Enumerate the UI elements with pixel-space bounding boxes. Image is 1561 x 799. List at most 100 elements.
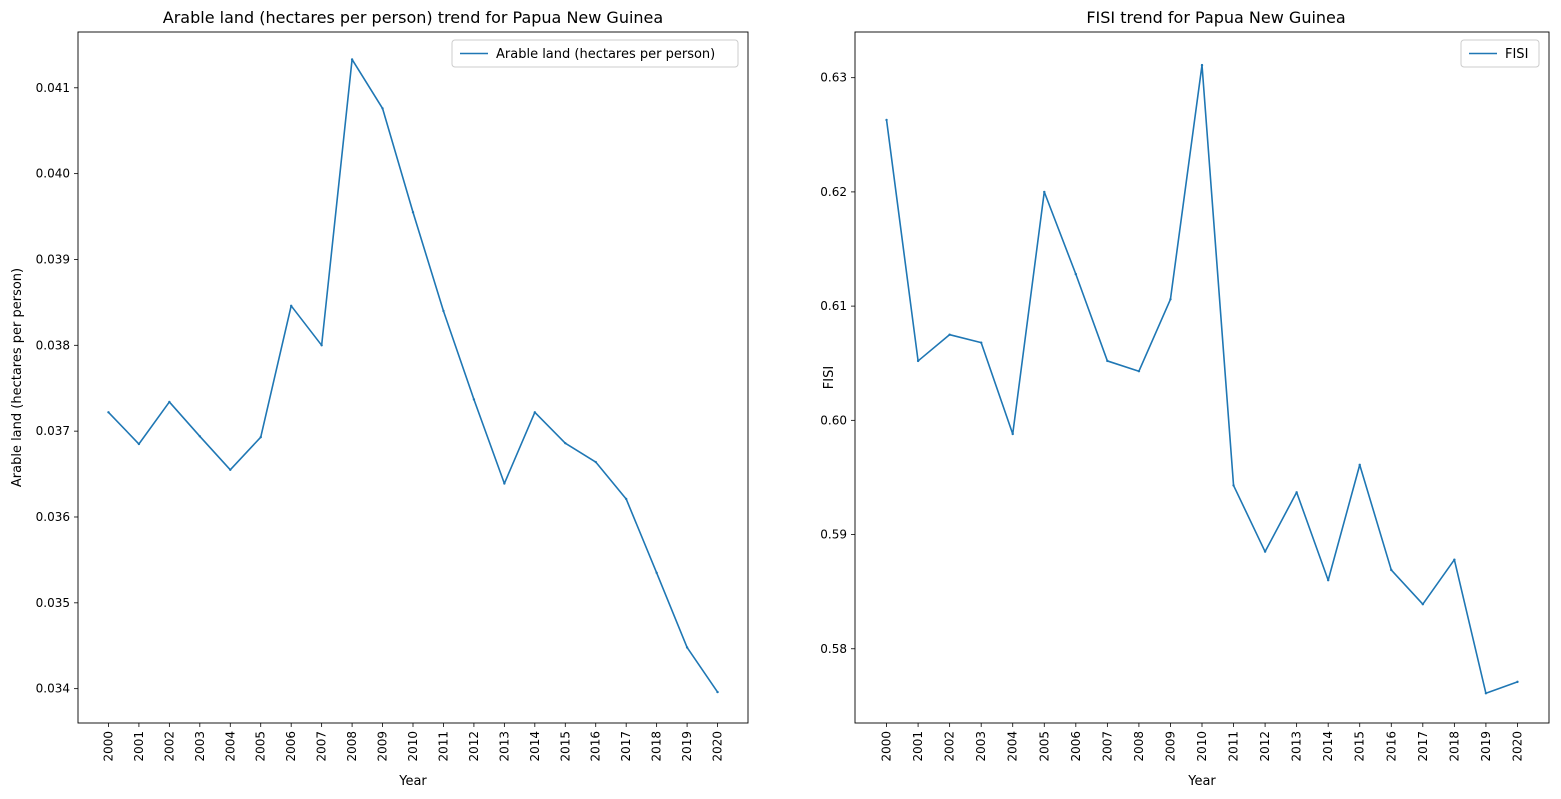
chart-0-data-point [655, 571, 658, 574]
chart-panel-arable-land: Arable land (hectares per person) trend … [10, 8, 749, 789]
chart-0-data-point [350, 58, 354, 61]
chart-0-xtick-label: 2009 [376, 731, 390, 762]
chart-1-data-point [1263, 550, 1267, 553]
chart-0-ytick-label: 0.038 [36, 338, 70, 352]
chart-0-data-point [229, 468, 232, 471]
chart-0-title: Arable land (hectares per person) trend … [163, 8, 663, 27]
chart-0-data-point [442, 309, 445, 313]
chart-1-data-point [1326, 579, 1330, 582]
chart-0-xtick-label: 2017 [619, 731, 633, 762]
chart-1-xlabel: Year [1187, 774, 1216, 789]
chart-1-data-point [948, 333, 951, 336]
chart-1-xtick-label: 2009 [1163, 731, 1177, 762]
chart-1-xtick-label: 2020 [1510, 731, 1524, 762]
chart-0-xtick-label: 2005 [254, 731, 268, 762]
chart-1-plot-frame [854, 31, 1550, 724]
chart-1-xtick-label: 2004 [1006, 731, 1020, 762]
chart-1-title: FISI trend for Papua New Guinea [1086, 8, 1345, 27]
chart-0-data-point [168, 400, 171, 404]
chart-1-xtick-label: 2017 [1416, 731, 1430, 762]
chart-0-ytick-label: 0.041 [36, 81, 70, 95]
chart-1-ytick-label: 0.63 [820, 71, 847, 85]
chart-0-xtick-label: 2019 [680, 731, 694, 762]
chart-0-ytick-label: 0.036 [36, 510, 70, 524]
chart-0-xlabel: Year [398, 774, 427, 789]
chart-1-data-point [1453, 558, 1456, 561]
chart-0-data-point [472, 398, 476, 401]
chart-0-xtick-label: 2001 [132, 731, 146, 762]
chart-0-data-point [624, 497, 628, 501]
chart-1-data-point [1358, 463, 1361, 467]
chart-1-xtick-label: 2013 [1290, 731, 1304, 762]
chart-1-xtick-label: 2014 [1321, 731, 1335, 762]
chart-0-data-point [533, 411, 537, 414]
chart-1-xtick-label: 2011 [1227, 731, 1241, 762]
chart-0-xtick-label: 2003 [193, 731, 207, 762]
chart-1-data-point [1484, 692, 1488, 695]
chart-1-data-point [1169, 298, 1172, 301]
chart-1-data-point [1137, 370, 1141, 373]
chart-0-data-point [685, 646, 689, 649]
chart-1-data-point [1074, 272, 1078, 276]
chart-1-xtick-label: 2005 [1037, 731, 1051, 762]
chart-1-xtick-label: 2015 [1353, 731, 1367, 762]
chart-1-xtick-label: 2018 [1447, 731, 1461, 762]
chart-0-xtick-label: 2000 [101, 731, 115, 762]
chart-1-ytick-label: 0.61 [820, 299, 847, 313]
chart-1-ytick-label: 0.60 [820, 413, 847, 427]
chart-0-legend-label: Arable land (hectares per person) [496, 47, 715, 62]
chart-1-ytick-label: 0.58 [820, 642, 847, 656]
chart-1-xtick-label: 2003 [974, 731, 988, 762]
chart-1-data-point [885, 118, 888, 122]
chart-1-data-point [1011, 432, 1014, 436]
chart-1-xtick-label: 2002 [943, 731, 957, 762]
chart-0-xtick-label: 2004 [223, 731, 237, 762]
chart-0-data-point [259, 435, 262, 439]
chart-0-xtick-label: 2011 [436, 731, 450, 762]
chart-1-data-point [1390, 568, 1393, 572]
chart-0-data-point [320, 344, 323, 347]
chart-0-data-point [411, 211, 415, 214]
chart-0-ytick-label: 0.034 [36, 682, 70, 696]
chart-0-data-point [503, 482, 506, 485]
chart-0-data-point [198, 435, 202, 438]
chart-0-ytick-label: 0.040 [36, 167, 70, 181]
chart-0-xtick-label: 2020 [711, 731, 725, 762]
chart-0-legend: Arable land (hectares per person) [451, 39, 739, 68]
chart-1-xtick-label: 2012 [1258, 731, 1272, 762]
chart-0-data-point [594, 460, 597, 464]
chart-1-xtick-label: 2006 [1069, 731, 1083, 762]
chart-1-data-point [1295, 491, 1298, 494]
chart-0-data-point [381, 107, 384, 110]
chart-0-data-point [137, 442, 141, 446]
chart-1-legend-label: FISI [1505, 47, 1528, 62]
chart-1-data-point [1516, 680, 1519, 684]
chart-0-xtick-label: 2002 [162, 731, 176, 762]
chart-1-data-point [1043, 190, 1046, 194]
chart-0-xtick-label: 2010 [406, 731, 420, 762]
chart-0-xtick-label: 2018 [650, 731, 664, 762]
chart-0-xtick-label: 2014 [528, 731, 542, 762]
chart-0-data-point [716, 690, 719, 694]
chart-1-legend-box [1460, 39, 1540, 68]
chart-0-legend-box [451, 39, 739, 68]
chart-0-xtick-label: 2012 [467, 731, 481, 762]
chart-0-data-point [107, 411, 110, 414]
chart-0-ytick-label: 0.035 [36, 596, 70, 610]
chart-1-xtick-label: 2001 [911, 731, 925, 762]
chart-0-data-point [289, 304, 293, 308]
chart-1-data-point [1421, 603, 1425, 606]
chart-1-data-point [916, 359, 920, 363]
chart-1-xtick-label: 2000 [880, 731, 894, 762]
chart-1-ytick-label: 0.59 [820, 528, 847, 542]
chart-1-ylabel: FISI [822, 366, 837, 389]
chart-0-ylabel: Arable land (hectares per person) [10, 268, 25, 487]
chart-1-data-point [1200, 63, 1204, 67]
chart-1-xtick-label: 2008 [1132, 731, 1146, 762]
chart-1-ytick-label: 0.62 [820, 185, 847, 199]
chart-0-xtick-label: 2015 [558, 731, 572, 762]
chart-0-ytick-label: 0.037 [36, 424, 70, 438]
chart-0-series-line [107, 58, 719, 693]
